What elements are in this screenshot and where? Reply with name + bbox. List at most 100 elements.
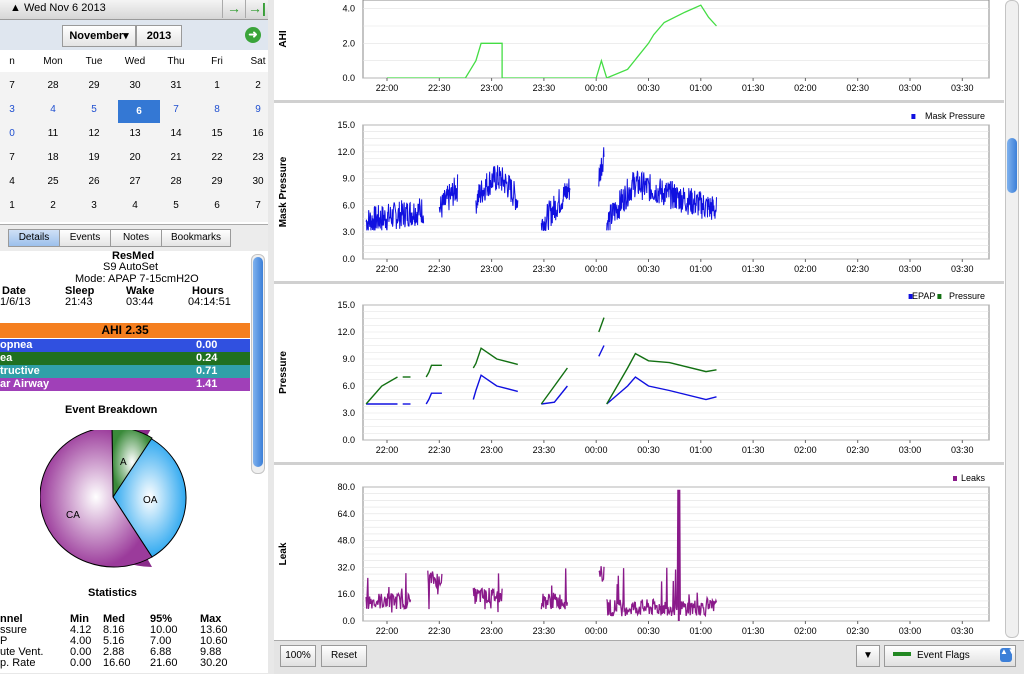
year-selector[interactable]: 2013	[136, 25, 182, 47]
calendar-day[interactable]: 29	[88, 80, 100, 91]
calendar-day[interactable]: 1	[9, 200, 15, 211]
reset-button[interactable]: Reset	[321, 645, 367, 667]
series-epap	[541, 385, 568, 405]
panel-separator	[274, 100, 1004, 103]
calendar-day[interactable]: 30	[129, 80, 141, 91]
calendar-day[interactable]: 30	[252, 176, 264, 187]
stat-cell: ute Vent.	[0, 646, 44, 658]
ahi-row-label: opnea	[0, 339, 33, 351]
tab-notes[interactable]: Notes	[110, 229, 162, 247]
stat-cell: 30.20	[200, 657, 228, 669]
ahi-row-value: 0.24	[196, 352, 218, 364]
x-tick-label: 23:00	[480, 83, 503, 93]
calendar-day[interactable]: 7	[173, 104, 179, 115]
calendar-day[interactable]: 16	[252, 128, 264, 139]
calendar-day[interactable]: 5	[91, 104, 97, 115]
calendar-day[interactable]: 8	[214, 104, 220, 115]
calendar-day[interactable]: 28	[47, 80, 59, 91]
calendar-day[interactable]: 22	[211, 152, 223, 163]
tab-events[interactable]: Events	[59, 229, 111, 247]
y-tick-label: 80.0	[337, 482, 355, 492]
sleep-value: 21:43	[65, 296, 93, 308]
calendar-day[interactable]: 6	[214, 200, 220, 211]
calendar-day[interactable]: 4	[132, 200, 138, 211]
calendar-day[interactable]: 26	[88, 176, 100, 187]
x-tick-label: 01:00	[690, 445, 713, 455]
calendar-day[interactable]: 29	[211, 176, 223, 187]
series-pressure	[365, 376, 398, 405]
stat-cell: 5.16	[103, 635, 125, 647]
calendar-day[interactable]: 9	[255, 104, 261, 115]
last-day-icon[interactable]: →|	[245, 0, 268, 18]
sleep-header: Sleep	[65, 285, 95, 297]
calendar-day[interactable]: 15	[211, 128, 223, 139]
calendar-day[interactable]: 3	[91, 200, 97, 211]
x-tick-label: 03:00	[899, 264, 922, 274]
machine-name: ResMed	[112, 250, 155, 262]
calendar-day[interactable]: 5	[173, 200, 179, 211]
calendar-day[interactable]: 12	[88, 128, 100, 139]
pie-label-ca: CA	[66, 510, 80, 521]
zoom-100-button[interactable]: 100%	[280, 645, 316, 667]
calendar-day[interactable]: 2	[255, 80, 261, 91]
calendar-day[interactable]: 20	[129, 152, 141, 163]
calendar-day[interactable]: 7	[9, 80, 15, 91]
details-scroll-thumb[interactable]	[253, 257, 263, 467]
x-tick-label: 02:00	[794, 83, 817, 93]
calendar-day[interactable]: 2	[50, 200, 56, 211]
next-day-icon[interactable]: →	[222, 0, 245, 18]
calendar-day[interactable]: 25	[47, 176, 59, 187]
flags-menu-icon[interactable]: ▼	[856, 645, 880, 667]
calendar-day[interactable]: 1	[214, 80, 220, 91]
ahi-row-value: 1.41	[196, 378, 218, 390]
x-tick-label: 23:30	[533, 264, 556, 274]
y-tick-label: 6.0	[342, 200, 355, 210]
calendar-day[interactable]: 7	[255, 200, 261, 211]
y-tick-label: 3.0	[342, 227, 355, 237]
calendar-day[interactable]: 11	[47, 128, 59, 139]
plot-frame	[362, 0, 990, 79]
leak-segment	[540, 568, 569, 611]
calendar-day[interactable]: 7	[9, 152, 15, 163]
x-tick-label: 01:30	[742, 83, 765, 93]
calendar-day[interactable]: 13	[129, 128, 141, 139]
go-icon[interactable]: ➜	[245, 27, 261, 43]
calendar-day[interactable]: 23	[252, 152, 264, 163]
series-group	[365, 147, 717, 231]
calendar-day[interactable]: 19	[88, 152, 100, 163]
stat-cell: p. Rate	[0, 657, 36, 669]
calendar-day[interactable]: 14	[170, 128, 182, 139]
tab-bookmarks[interactable]: Bookmarks	[161, 229, 231, 247]
x-tick-label: 03:00	[899, 445, 922, 455]
month-selector[interactable]: November▾	[62, 25, 136, 47]
calendar-day[interactable]: 0	[9, 128, 15, 139]
calendar-day[interactable]: 4	[9, 176, 15, 187]
graph-scrollbar[interactable]	[1005, 0, 1019, 638]
calendar-day[interactable]: 18	[47, 152, 59, 163]
date-label[interactable]: ▲ Wed Nov 6 2013	[10, 2, 106, 14]
y-tick-label: 16.0	[337, 589, 355, 599]
x-tick-label: 02:30	[846, 626, 869, 636]
calendar-day[interactable]: 3	[9, 104, 15, 115]
calendar-day[interactable]: 27	[129, 176, 141, 187]
calendar-header: November▾ 2013 ➜	[0, 20, 268, 50]
event-flags-select[interactable]: Event Flags ▲▼	[884, 645, 1016, 667]
event-breakdown-title: Event Breakdown	[65, 404, 158, 416]
calendar-day[interactable]: 4	[50, 104, 56, 115]
detail-tabs: Details Events Notes Bookmarks	[0, 224, 268, 251]
weekday-6: Sat	[250, 56, 266, 67]
calendar-day[interactable]: 6	[118, 100, 160, 123]
mask-pressure-segment	[606, 170, 717, 231]
chart-3: 0.0 16.0 32.0 48.0 64.0 80.0 22:00 22:30 23:00 23…	[278, 473, 990, 636]
graph-scroll-thumb[interactable]	[1007, 138, 1017, 193]
stat-cell: 6.88	[150, 646, 172, 658]
x-tick-label: 02:30	[846, 264, 869, 274]
x-tick-label: 02:00	[794, 264, 817, 274]
details-scrollbar[interactable]	[251, 254, 265, 474]
calendar-day[interactable]: 28	[170, 176, 182, 187]
calendar-day[interactable]: 31	[170, 80, 182, 91]
calendar-day[interactable]: 21	[170, 152, 182, 163]
stat-cell: 0.00	[70, 646, 92, 658]
machine-model: S9 AutoSet	[103, 261, 159, 273]
tab-details[interactable]: Details	[8, 229, 60, 247]
